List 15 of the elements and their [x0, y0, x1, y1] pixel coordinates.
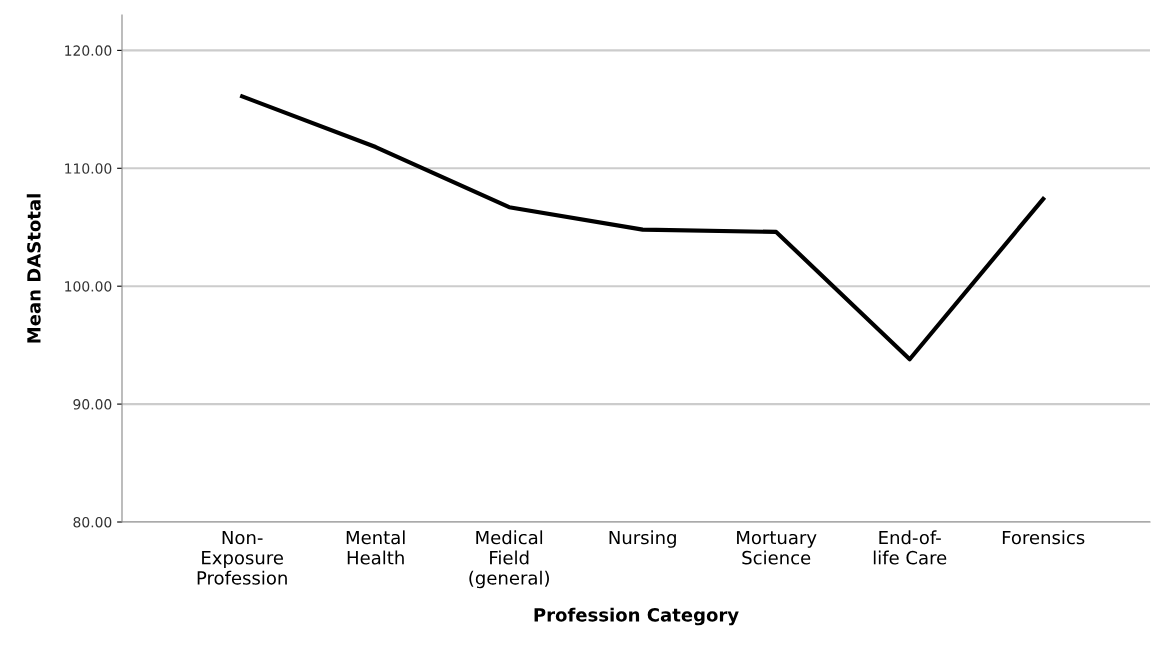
x-tick-label: Nursing	[609, 530, 676, 548]
x-axis-title: Profession Category	[534, 607, 739, 626]
y-tick-label: 90.00	[73, 399, 112, 410]
x-tick-label: Forensics	[1002, 530, 1085, 545]
line-series	[240, 94, 1046, 362]
y-tick-label: 80.00	[73, 516, 112, 528]
x-tick-label: Non- Exposure Profession	[197, 530, 287, 585]
y-tick-label: 100.00	[65, 281, 112, 292]
y-tick-label: 120.00	[65, 45, 112, 56]
x-tick-label: End-of- life Care	[873, 530, 947, 565]
y-tick-label: 110.00	[65, 163, 112, 174]
x-tick-label: Mental Health	[346, 530, 405, 565]
y-axis-title: Mean DAStotal	[26, 194, 41, 343]
x-tick-label: Medical Field (general)	[469, 530, 549, 589]
x-tick-label: Mortuary Science	[737, 530, 817, 565]
